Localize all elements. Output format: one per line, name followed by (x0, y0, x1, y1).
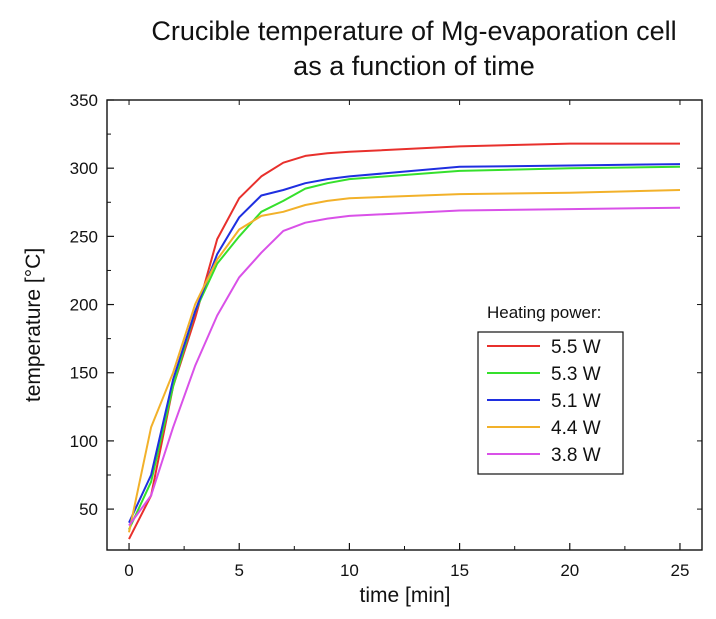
x-tick-label: 25 (671, 561, 690, 580)
y-tick-label: 250 (70, 227, 98, 246)
legend-label: 5.3 W (551, 364, 601, 385)
legend-label: 5.5 W (551, 337, 601, 358)
legend-box (477, 331, 624, 475)
y-tick-label: 100 (70, 432, 98, 451)
series-line-4-4-w (128, 189, 681, 533)
x-axis-title: time [min] (359, 584, 450, 607)
y-axis-title: temperature [°C] (22, 248, 45, 402)
series-line-5-1-w (128, 163, 681, 524)
chart-title-line-1: Crucible temperature of Mg-evaporation c… (151, 16, 676, 46)
x-tick-label: 15 (450, 561, 469, 580)
x-tick-label: 20 (560, 561, 579, 580)
x-tick-label: 0 (124, 561, 133, 580)
chart-title-line-2: as a function of time (293, 51, 535, 81)
x-tick-label: 5 (234, 561, 243, 580)
tick-labels: 0 5 10 15 20 25 50 100 150 200 250 300 350 (70, 91, 690, 580)
series-line-3-8-w (128, 206, 681, 527)
y-tick-label: 300 (70, 159, 98, 178)
legend-label: 5.1 W (551, 391, 601, 412)
legend-label: 3.8 W (551, 445, 601, 466)
y-tick-label: 50 (79, 500, 98, 519)
legend-label: 4.4 W (551, 418, 601, 439)
series-line-5-3-w (128, 165, 681, 530)
y-tick-label: 350 (70, 91, 98, 110)
legend-title: Heating power: (487, 303, 601, 322)
x-tick-label: 10 (340, 561, 359, 580)
y-tick-label: 150 (70, 364, 98, 383)
legend-items: 5.5 W 5.3 W 5.1 W 4.4 W 3.8 W (487, 337, 601, 466)
series-lines (128, 142, 681, 540)
y-tick-label: 200 (70, 296, 98, 315)
axis-ticks (107, 99, 702, 550)
legend: Heating power: 5.5 W 5.3 W 5.1 W 4.4 W 3.8 W (477, 303, 624, 475)
